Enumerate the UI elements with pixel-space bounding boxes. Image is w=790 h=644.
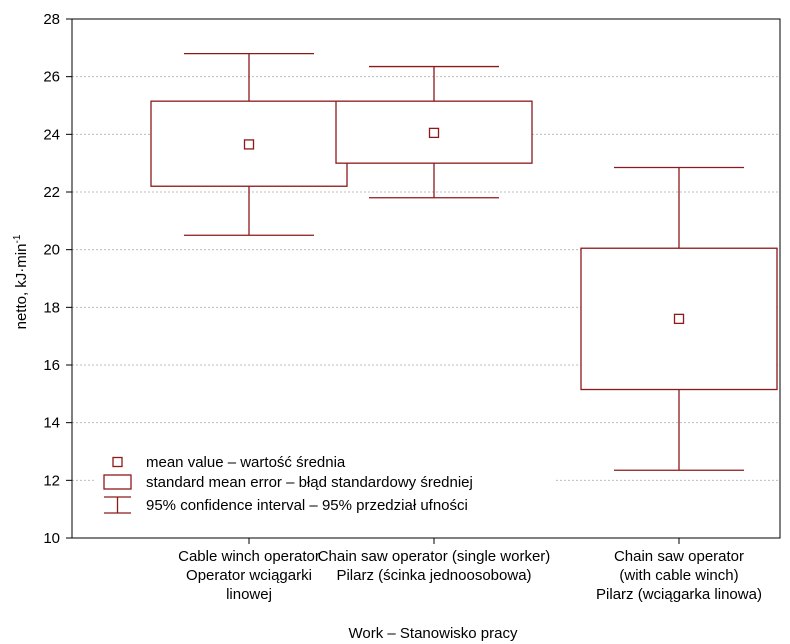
y-tick-label: 14	[43, 415, 60, 432]
category-label-line: (with cable winch)	[619, 567, 738, 584]
legend-se-symbol	[103, 474, 132, 490]
legend-item-1: mean value – wartość średnia	[146, 454, 346, 471]
category-labels: Cable winch operator Operator wciągarki li…	[178, 548, 762, 603]
y-axis-title-superscript: -1	[12, 234, 23, 243]
y-axis-title: netto, kJ·min-1	[12, 234, 30, 329]
category-label-3: Chain saw operator (with cable winch) Pila…	[596, 548, 762, 603]
y-tick-label: 12	[43, 472, 60, 489]
category-label-line: Pilarz (wciągarka linowa)	[596, 586, 762, 603]
plot-frame	[71, 18, 781, 539]
mean-marker	[673, 313, 685, 325]
legend-item-3: 95% confidence interval – 95% przedział …	[146, 497, 468, 514]
y-tick-labels: 10 12 14 16 18 20 22 24 26 28	[43, 11, 60, 547]
category-label-line: Chain saw operator	[614, 548, 744, 565]
y-tick-label: 18	[43, 299, 60, 316]
mean-marker	[243, 139, 255, 150]
category-label-line: Cable winch operator	[178, 548, 320, 565]
box-plot-2	[335, 65, 533, 199]
category-label-line: linowej	[226, 586, 272, 603]
category-label-1: Cable winch operator Operator wciągarki li…	[178, 548, 320, 603]
box-plot-3	[580, 166, 778, 471]
y-tick-label: 16	[43, 357, 60, 374]
mean-marker	[428, 127, 440, 139]
category-label-line: Pilarz (ścinka jednoosobowa)	[336, 567, 531, 584]
x-axis-title: Work – Stanowisko pracy	[349, 625, 518, 642]
box-plots	[150, 52, 778, 471]
legend-mean-symbol	[112, 456, 123, 468]
category-label-line: Operator wciągarki	[186, 567, 312, 584]
y-tick-label: 28	[43, 11, 60, 28]
y-tick-label: 10	[43, 530, 60, 547]
y-tick-label: 24	[43, 126, 60, 143]
axes	[66, 18, 781, 544]
y-tick-label: 20	[43, 242, 60, 259]
y-axis-title-text: netto, kJ·min	[13, 244, 30, 330]
legend-item-2: standard mean error – błąd standardowy ś…	[146, 474, 473, 491]
y-tick-label: 26	[43, 69, 60, 86]
y-tick-label: 22	[43, 184, 60, 201]
box-plot-1	[150, 52, 348, 236]
category-label-2: Chain saw operator (single worker) Pilarz…	[318, 548, 551, 584]
category-label-line: Chain saw operator (single worker)	[318, 548, 551, 565]
legend-background	[96, 450, 556, 520]
legend: mean value – wartość średnia standard mea…	[96, 450, 556, 520]
